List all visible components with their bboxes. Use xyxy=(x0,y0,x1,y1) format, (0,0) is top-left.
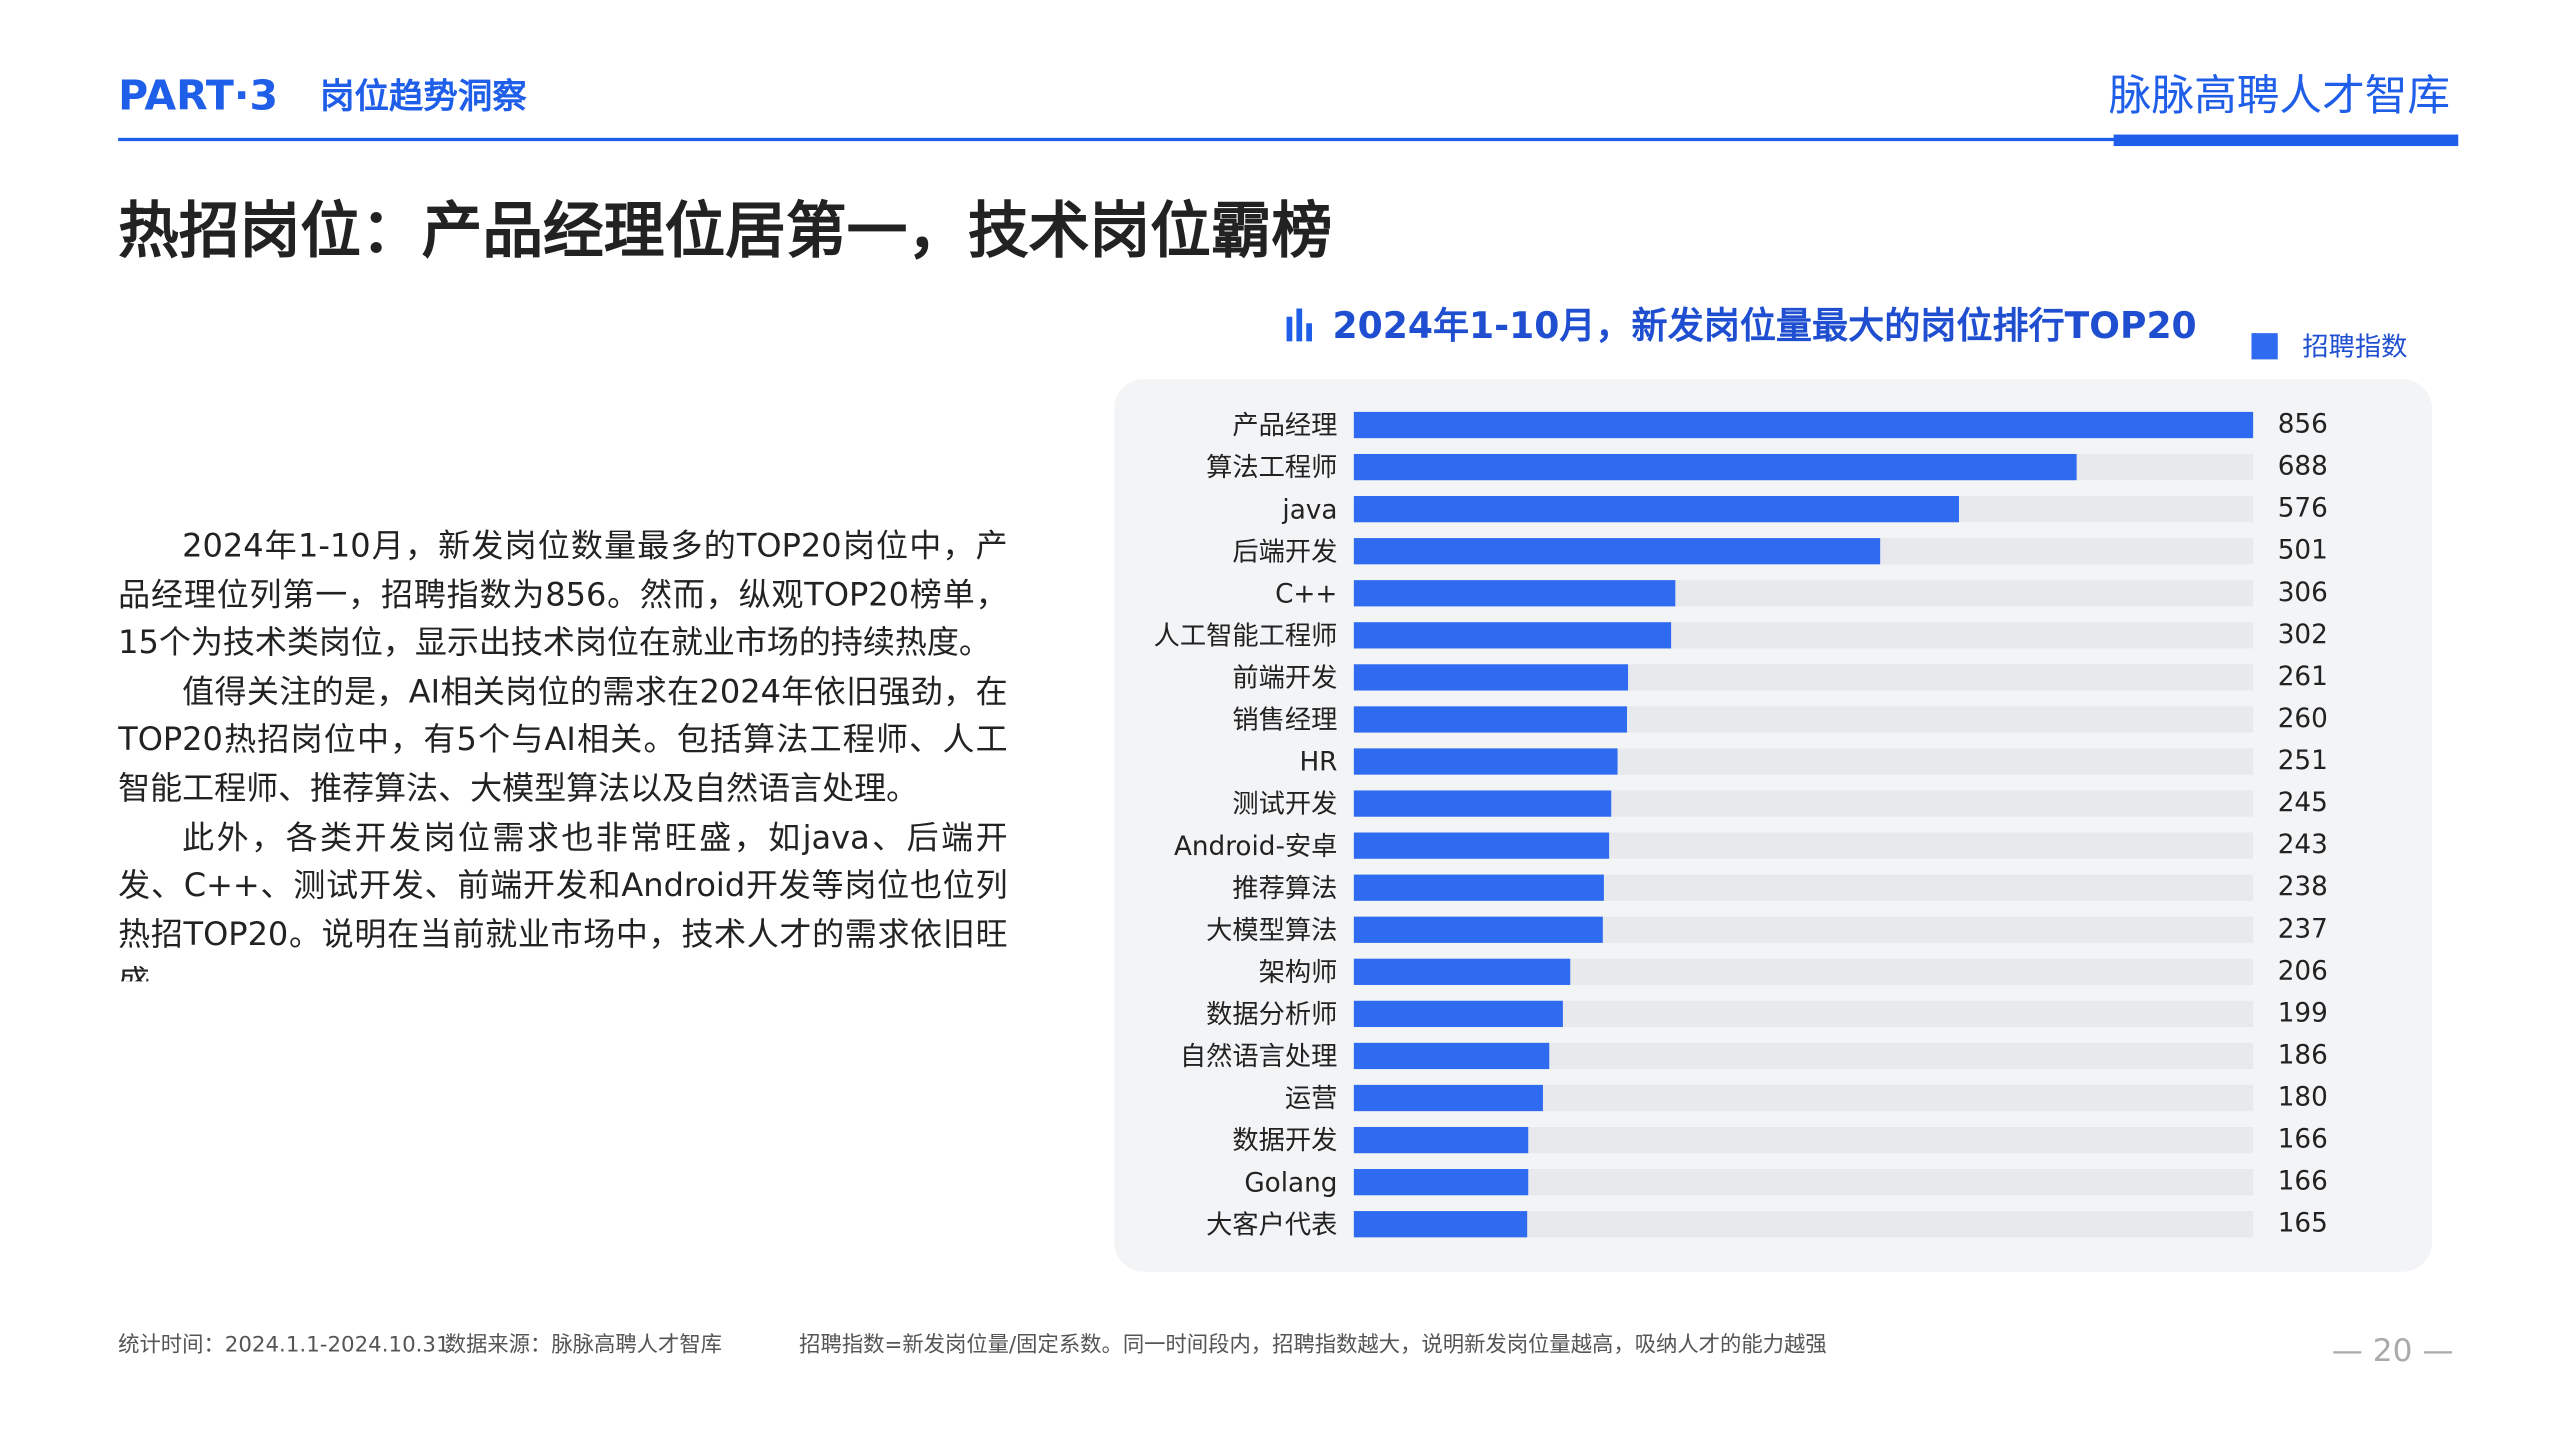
body-text: 2024年1-10月，新发岗位数量最多的TOP20岗位中，产品经理位列第一，招聘… xyxy=(118,522,1008,982)
bar xyxy=(1353,790,1612,817)
category-label: 数据开发 xyxy=(1232,1126,1337,1156)
value-label: 576 xyxy=(2278,494,2328,524)
category-label: 推荐算法 xyxy=(1232,874,1337,904)
value-label: 501 xyxy=(2278,536,2328,566)
paragraphs: 2024年1-10月，新发岗位数量最多的TOP20岗位中，产品经理位列第一，招聘… xyxy=(118,522,1008,982)
category-label: 数据分析师 xyxy=(1206,1000,1337,1030)
value-label: 199 xyxy=(2278,998,2328,1028)
chart-title-icon xyxy=(1286,308,1312,342)
value-label: 688 xyxy=(2278,452,2328,482)
header-accent xyxy=(2113,134,2459,147)
bar xyxy=(1353,580,1676,607)
bar xyxy=(1353,622,1672,649)
category-label: HR xyxy=(1299,748,1337,778)
category-label: 测试开发 xyxy=(1232,790,1337,820)
footer-note: 招聘指数=新发岗位量/固定系数。同一时间段内，招聘指数越大，说明新发岗位量越高，… xyxy=(799,1333,1826,1358)
bar xyxy=(1353,1000,1563,1028)
chart-title: 2024年1-10月，新发岗位量最大的岗位排行TOP20 xyxy=(1333,304,2197,347)
part-label: PART·3 xyxy=(118,71,278,119)
bar xyxy=(1353,1084,1543,1112)
bar xyxy=(1353,664,1629,691)
brand: 脉脉高聘人才智库 xyxy=(2109,71,2450,121)
value-label: 180 xyxy=(2278,1083,2328,1113)
bar xyxy=(1353,453,2077,481)
bar xyxy=(1353,748,1618,775)
bar xyxy=(1353,706,1627,733)
value-label: 166 xyxy=(2278,1125,2328,1155)
paragraph: 此外，各类开发岗位需求也非常旺盛，如java、后端开发、C++、测试开发、前端开… xyxy=(118,818,1008,981)
bar xyxy=(1353,916,1603,943)
value-label: 251 xyxy=(2278,746,2328,776)
value-label: 238 xyxy=(2278,872,2328,902)
value-label: 260 xyxy=(2278,704,2328,734)
bar xyxy=(1353,832,1610,859)
value-label: 186 xyxy=(2278,1040,2328,1070)
chart: 产品经理 856 算法工程师 688 java 576 后端开发 501 C++ 306 人工智能工… xyxy=(1154,332,2408,1240)
value-label: 243 xyxy=(2278,830,2328,860)
page-number: — 20 — xyxy=(2332,1333,2454,1369)
value-label: 237 xyxy=(2278,914,2328,944)
category-label: 前端开发 xyxy=(1232,664,1337,694)
value-label: 166 xyxy=(2278,1167,2328,1197)
value-label: 245 xyxy=(2278,788,2328,818)
value-label: 856 xyxy=(2278,410,2328,440)
value-label: 165 xyxy=(2278,1209,2328,1239)
category-label: 大模型算法 xyxy=(1206,916,1337,946)
footer-source: 数据来源：脉脉高聘人才智库 xyxy=(445,1333,722,1358)
bar xyxy=(1353,538,1881,565)
header-rule xyxy=(118,137,2457,142)
footer-period: 统计时间：2024.1.1-2024.10.31 xyxy=(118,1333,449,1358)
bar xyxy=(1353,1042,1550,1070)
bar xyxy=(1353,958,1571,985)
category-label: 人工智能工程师 xyxy=(1154,621,1338,651)
paragraph: 值得关注的是，AI相关岗位的需求在2024年依旧强劲，在TOP20热招岗位中，有… xyxy=(118,672,1008,808)
section-label: 岗位趋势洞察 xyxy=(320,77,527,117)
category-label: 大客户代表 xyxy=(1206,1210,1337,1240)
bar xyxy=(1353,1169,1529,1196)
legend-label: 招聘指数 xyxy=(2302,332,2407,362)
bar xyxy=(1353,1211,1528,1238)
category-label: 销售经理 xyxy=(1232,706,1337,736)
category-label: java xyxy=(1281,495,1337,525)
value-label: 206 xyxy=(2278,956,2328,986)
bar xyxy=(1353,411,2254,439)
legend-swatch xyxy=(2251,333,2278,360)
category-label: 架构师 xyxy=(1259,958,1338,988)
category-label: 自然语言处理 xyxy=(1180,1042,1338,1072)
category-label: 运营 xyxy=(1285,1084,1338,1114)
bar xyxy=(1353,496,1959,523)
paragraph: 2024年1-10月，新发岗位数量最多的TOP20岗位中，产品经理位列第一，招聘… xyxy=(118,526,1008,662)
value-label: 261 xyxy=(2278,662,2328,692)
category-label: 后端开发 xyxy=(1232,537,1337,567)
value-label: 306 xyxy=(2278,578,2328,608)
bar xyxy=(1353,1126,1529,1154)
bar xyxy=(1353,874,1604,901)
category-label: Golang xyxy=(1244,1168,1337,1198)
page-title: 热招岗位：产品经理位居第一，技术岗位霸榜 xyxy=(118,196,1332,266)
category-label: 算法工程师 xyxy=(1206,453,1337,483)
category-label: Android-安卓 xyxy=(1174,832,1337,862)
category-label: 产品经理 xyxy=(1232,411,1337,441)
value-label: 302 xyxy=(2278,620,2328,650)
category-label: C++ xyxy=(1275,579,1337,609)
